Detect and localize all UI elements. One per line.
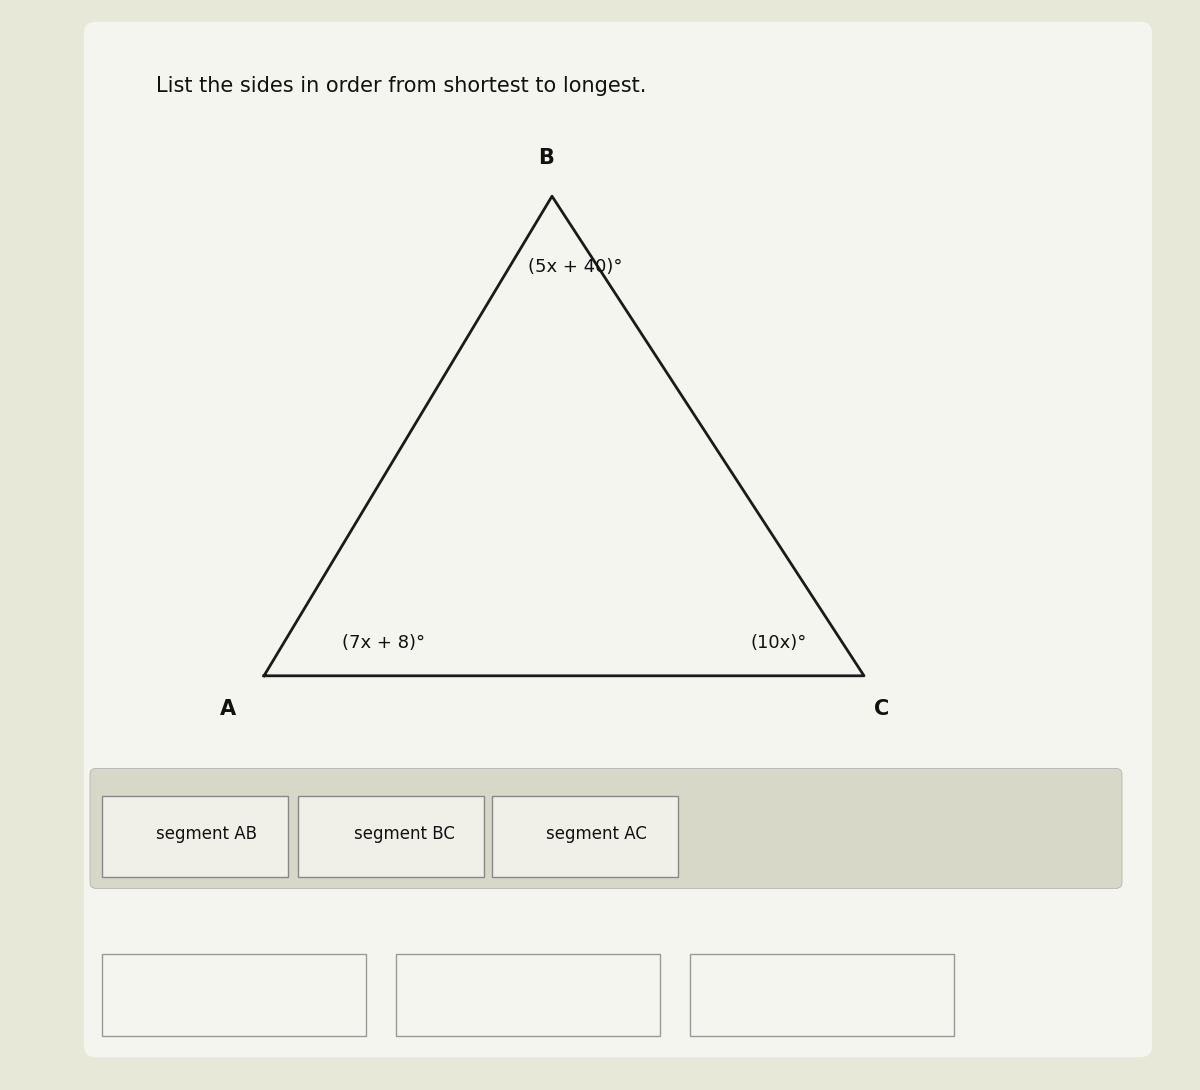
FancyBboxPatch shape bbox=[298, 796, 484, 877]
Text: C: C bbox=[875, 699, 889, 718]
Text: (5x + 40)°: (5x + 40)° bbox=[528, 258, 623, 276]
Text: segment AB: segment AB bbox=[156, 825, 257, 843]
FancyBboxPatch shape bbox=[90, 768, 1122, 888]
Text: segment BC: segment BC bbox=[354, 825, 455, 843]
FancyBboxPatch shape bbox=[84, 22, 1152, 1057]
Text: segment AC: segment AC bbox=[546, 825, 647, 843]
FancyBboxPatch shape bbox=[102, 796, 288, 877]
Text: (10x)°: (10x)° bbox=[750, 634, 806, 652]
Text: A: A bbox=[220, 699, 236, 718]
FancyBboxPatch shape bbox=[492, 796, 678, 877]
FancyBboxPatch shape bbox=[396, 954, 660, 1036]
Text: B: B bbox=[538, 148, 554, 168]
FancyBboxPatch shape bbox=[102, 954, 366, 1036]
Text: (7x + 8)°: (7x + 8)° bbox=[342, 634, 425, 652]
FancyBboxPatch shape bbox=[690, 954, 954, 1036]
Text: List the sides in order from shortest to longest.: List the sides in order from shortest to… bbox=[156, 76, 647, 96]
